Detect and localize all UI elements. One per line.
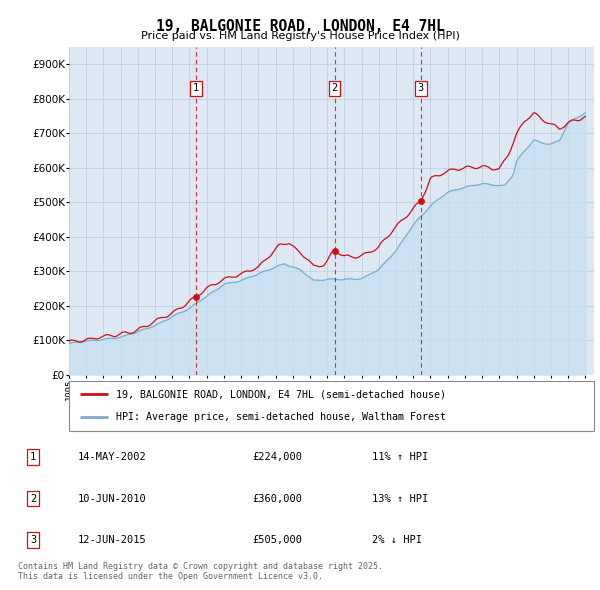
- Text: 2% ↓ HPI: 2% ↓ HPI: [372, 535, 422, 545]
- Text: 1: 1: [193, 83, 199, 93]
- Text: HPI: Average price, semi-detached house, Waltham Forest: HPI: Average price, semi-detached house,…: [116, 412, 446, 422]
- Text: Contains HM Land Registry data © Crown copyright and database right 2025.: Contains HM Land Registry data © Crown c…: [18, 562, 383, 571]
- Text: 3: 3: [30, 535, 36, 545]
- Text: £224,000: £224,000: [252, 453, 302, 462]
- Text: 14-MAY-2002: 14-MAY-2002: [78, 453, 147, 462]
- Text: 11% ↑ HPI: 11% ↑ HPI: [372, 453, 428, 462]
- Text: 19, BALGONIE ROAD, LONDON, E4 7HL (semi-detached house): 19, BALGONIE ROAD, LONDON, E4 7HL (semi-…: [116, 389, 446, 399]
- Text: Price paid vs. HM Land Registry's House Price Index (HPI): Price paid vs. HM Land Registry's House …: [140, 31, 460, 41]
- Text: 13% ↑ HPI: 13% ↑ HPI: [372, 494, 428, 503]
- Text: This data is licensed under the Open Government Licence v3.0.: This data is licensed under the Open Gov…: [18, 572, 323, 581]
- Text: 1: 1: [30, 453, 36, 462]
- Text: 2: 2: [332, 83, 338, 93]
- Text: 2: 2: [30, 494, 36, 503]
- Text: £505,000: £505,000: [252, 535, 302, 545]
- Text: £360,000: £360,000: [252, 494, 302, 503]
- Text: 10-JUN-2010: 10-JUN-2010: [78, 494, 147, 503]
- Text: 12-JUN-2015: 12-JUN-2015: [78, 535, 147, 545]
- Text: 3: 3: [418, 83, 424, 93]
- Text: 19, BALGONIE ROAD, LONDON, E4 7HL: 19, BALGONIE ROAD, LONDON, E4 7HL: [155, 19, 445, 34]
